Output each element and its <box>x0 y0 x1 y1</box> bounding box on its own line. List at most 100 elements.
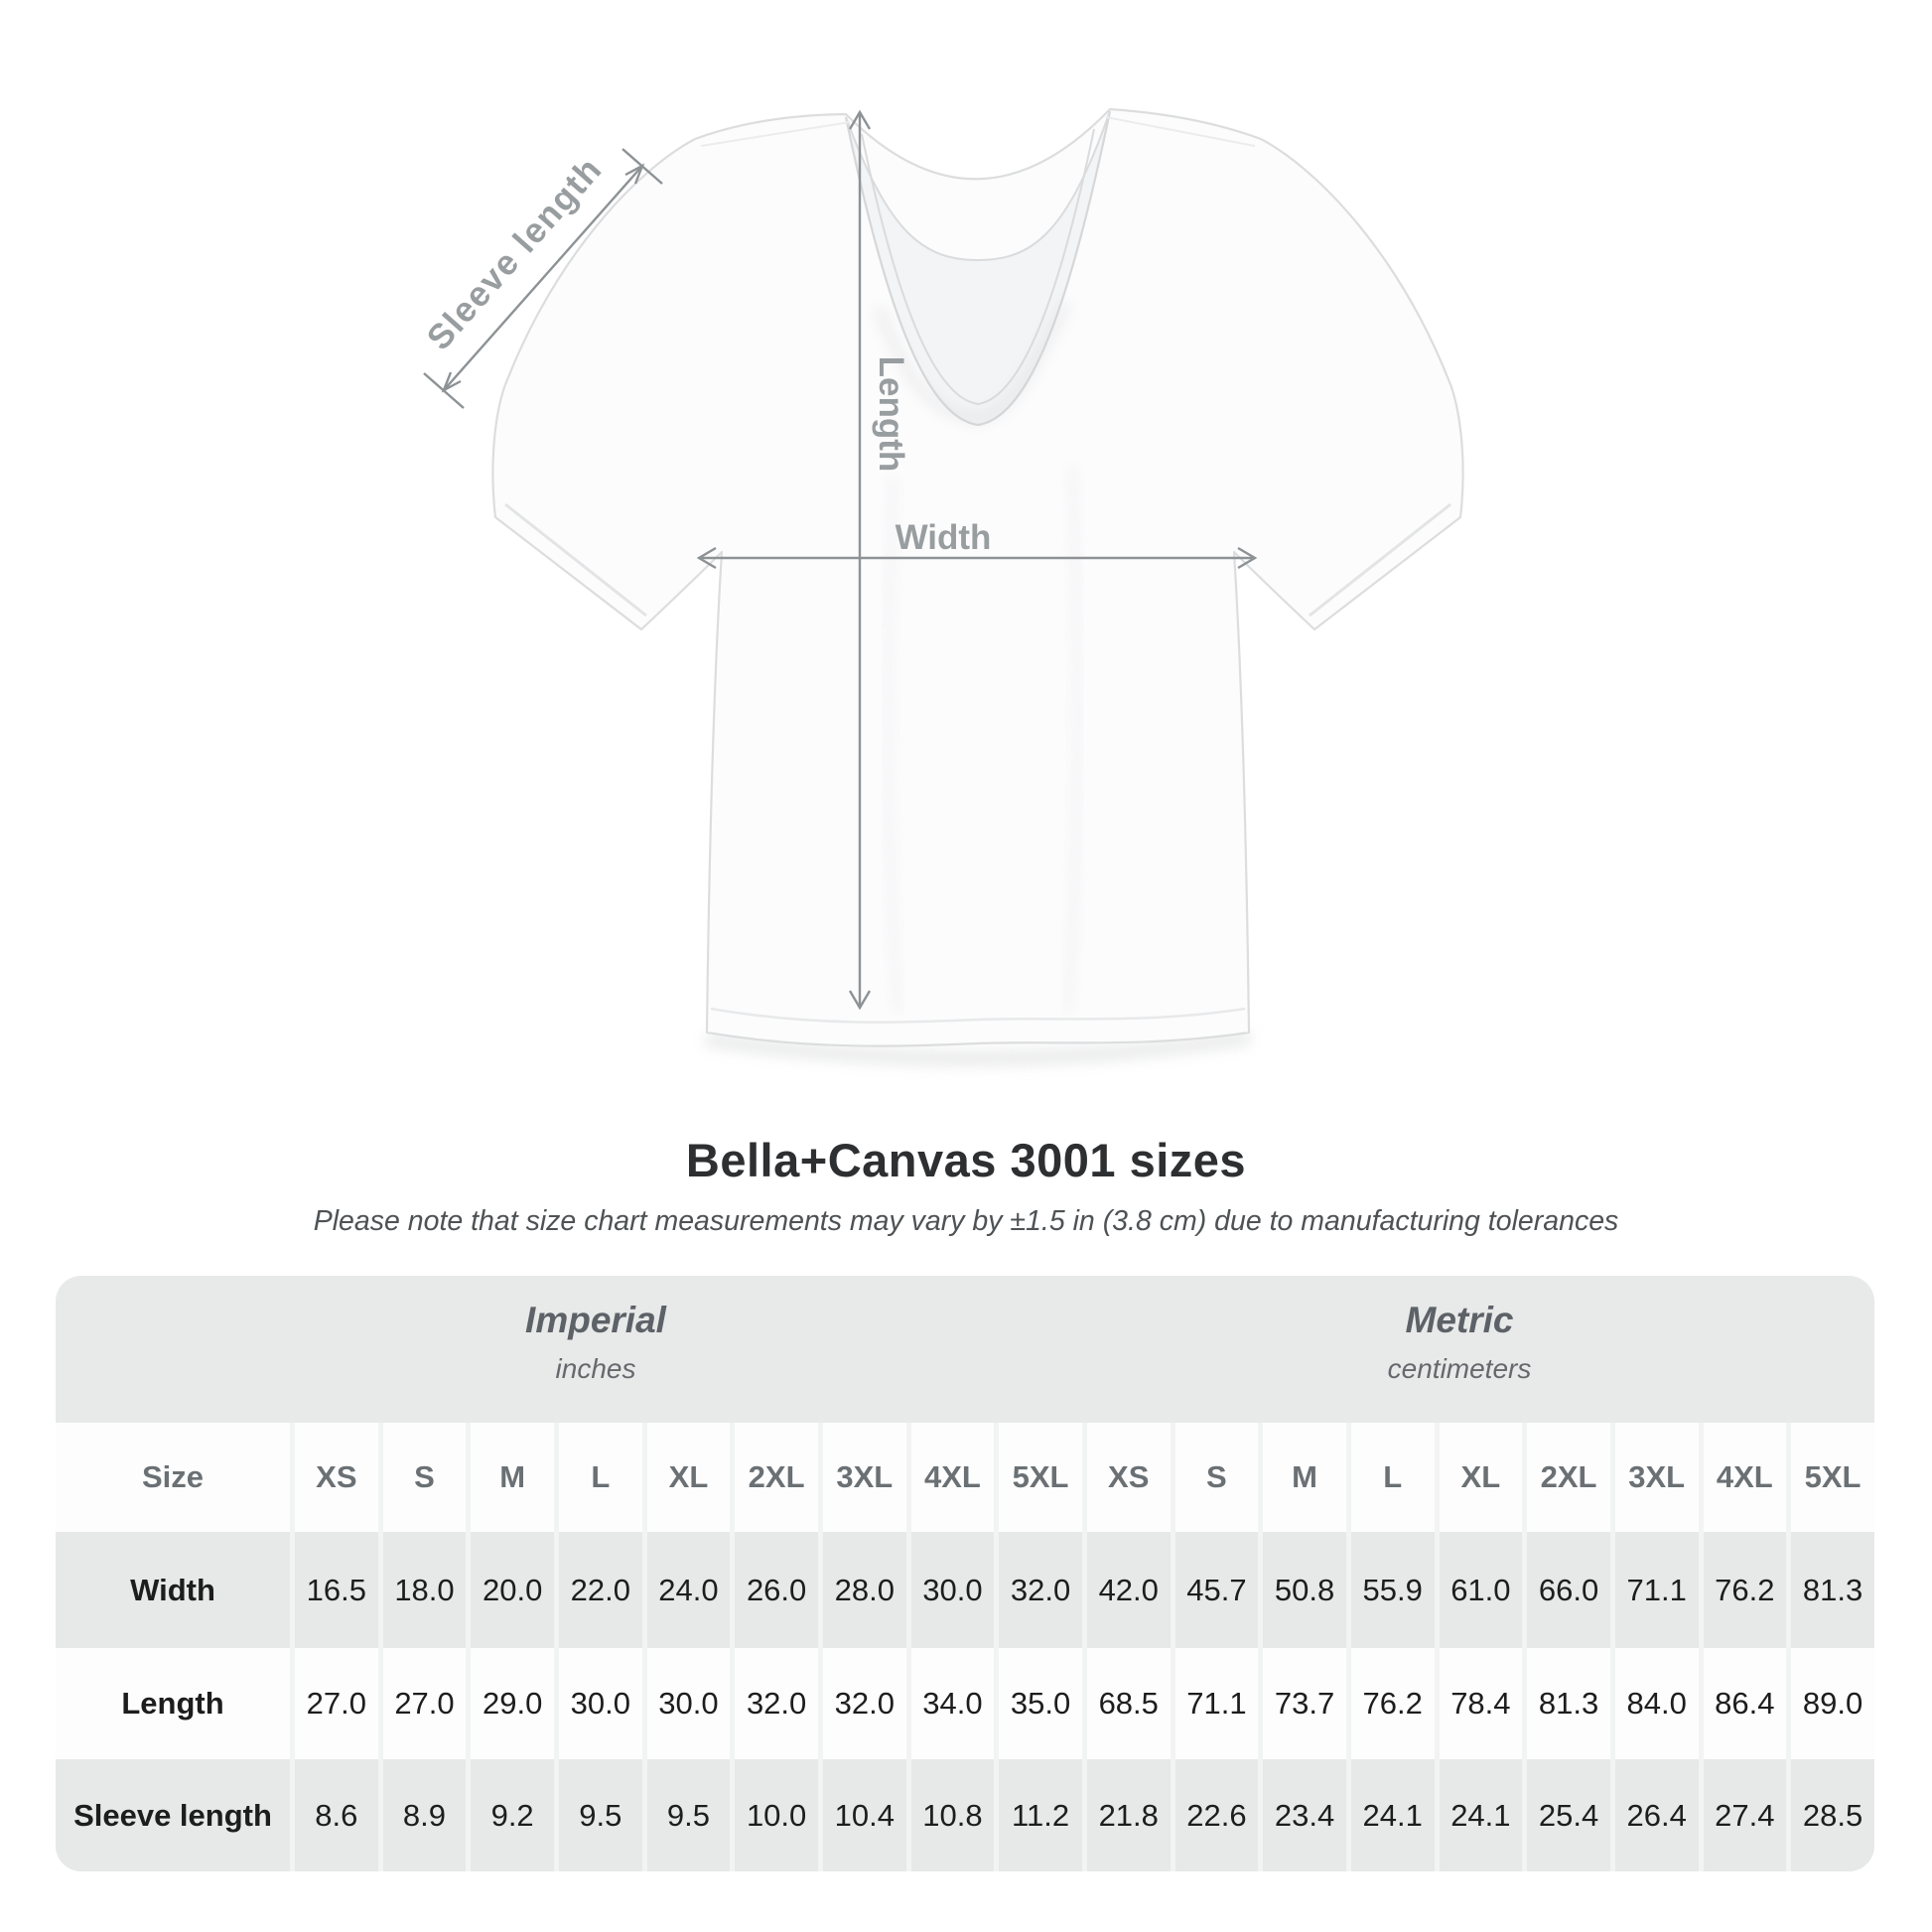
value-cell: 27.0 <box>377 1648 467 1759</box>
size-cell: 4XL <box>905 1423 995 1532</box>
length-arrow <box>848 109 872 1011</box>
value-cell: 10.8 <box>905 1759 995 1871</box>
value-cell: 35.0 <box>994 1648 1082 1759</box>
value-cell: 42.0 <box>1081 1532 1171 1648</box>
size-header-row: Size XS S M L XL 2XL 3XL 4XL 5XL XS S M … <box>56 1423 1874 1532</box>
sleeve-length-row: Sleeve length 8.6 8.9 9.2 9.5 9.5 10.0 1… <box>56 1759 1874 1871</box>
row-label: Length <box>56 1648 290 1759</box>
value-cell: 28.5 <box>1786 1759 1874 1871</box>
value-cell: 55.9 <box>1345 1532 1435 1648</box>
value-cell: 71.1 <box>1170 1648 1259 1759</box>
size-cell: M <box>1258 1423 1346 1532</box>
width-arrow <box>696 546 1258 570</box>
value-cell: 76.2 <box>1345 1648 1435 1759</box>
value-cell: 11.2 <box>994 1759 1082 1871</box>
size-cell: 3XL <box>817 1423 906 1532</box>
value-cell: 22.6 <box>1170 1759 1259 1871</box>
value-cell: 24.0 <box>641 1532 731 1648</box>
size-table-card: Imperial inches Metric centimeters Size … <box>56 1276 1874 1871</box>
value-cell: 32.0 <box>817 1648 906 1759</box>
value-cell: 28.0 <box>817 1532 906 1648</box>
value-cell: 20.0 <box>466 1532 554 1648</box>
value-cell: 25.4 <box>1522 1759 1610 1871</box>
value-cell: 9.5 <box>553 1759 642 1871</box>
size-cell: XS <box>1081 1423 1171 1532</box>
size-cell: 5XL <box>994 1423 1082 1532</box>
value-cell: 10.4 <box>817 1759 906 1871</box>
value-cell: 81.3 <box>1786 1532 1874 1648</box>
size-cell: 2XL <box>1522 1423 1610 1532</box>
width-label: Width <box>896 518 992 557</box>
value-cell: 68.5 <box>1081 1648 1171 1759</box>
value-cell: 32.0 <box>994 1532 1082 1648</box>
hem-shadow <box>705 1031 1251 1066</box>
metric-label: Metric <box>1405 1300 1514 1340</box>
tshirt-measurement-diagram: Width Length Sleeve length <box>420 107 1464 1066</box>
size-table: Size XS S M L XL 2XL 3XL 4XL 5XL XS S M … <box>56 1423 1874 1871</box>
value-cell: 21.8 <box>1081 1759 1171 1871</box>
value-cell: 10.0 <box>730 1759 818 1871</box>
value-cell: 27.0 <box>290 1648 378 1759</box>
size-cell: 4XL <box>1698 1423 1787 1532</box>
size-cell: 5XL <box>1786 1423 1874 1532</box>
imperial-unit: inches <box>555 1353 636 1384</box>
value-cell: 73.7 <box>1258 1648 1346 1759</box>
value-cell: 18.0 <box>377 1532 467 1648</box>
sleeve-length-arrow <box>423 148 663 409</box>
size-cell: XS <box>290 1423 378 1532</box>
value-cell: 29.0 <box>466 1648 554 1759</box>
value-cell: 16.5 <box>290 1532 378 1648</box>
size-header-cell: Size <box>56 1423 290 1532</box>
value-cell: 84.0 <box>1609 1648 1699 1759</box>
imperial-label: Imperial <box>525 1300 666 1340</box>
size-cell: S <box>1170 1423 1259 1532</box>
value-cell: 78.4 <box>1434 1648 1523 1759</box>
value-cell: 30.0 <box>553 1648 642 1759</box>
value-cell: 27.4 <box>1698 1759 1787 1871</box>
value-cell: 8.9 <box>377 1759 467 1871</box>
value-cell: 89.0 <box>1786 1648 1874 1759</box>
value-cell: 22.0 <box>553 1532 642 1648</box>
size-cell: 2XL <box>730 1423 818 1532</box>
size-cell: L <box>1345 1423 1435 1532</box>
size-cell: 3XL <box>1609 1423 1699 1532</box>
metric-unit: centimeters <box>1387 1353 1532 1384</box>
length-label: Length <box>872 356 910 473</box>
value-cell: 30.0 <box>641 1648 731 1759</box>
value-cell: 76.2 <box>1698 1532 1787 1648</box>
tshirt-graphic <box>491 107 1464 1047</box>
row-label: Sleeve length <box>56 1759 290 1871</box>
value-cell: 26.4 <box>1609 1759 1699 1871</box>
value-cell: 9.5 <box>641 1759 731 1871</box>
value-cell: 9.2 <box>466 1759 554 1871</box>
size-cell: M <box>466 1423 554 1532</box>
imperial-group-header: Imperial inches <box>387 1276 804 1385</box>
value-cell: 24.1 <box>1434 1759 1523 1871</box>
value-cell: 26.0 <box>730 1532 818 1648</box>
value-cell: 86.4 <box>1698 1648 1787 1759</box>
size-cell: L <box>553 1423 642 1532</box>
size-cell: S <box>377 1423 467 1532</box>
value-cell: 24.1 <box>1345 1759 1435 1871</box>
value-cell: 81.3 <box>1522 1648 1610 1759</box>
value-cell: 45.7 <box>1170 1532 1259 1648</box>
value-cell: 61.0 <box>1434 1532 1523 1648</box>
size-cell: XL <box>1434 1423 1523 1532</box>
value-cell: 23.4 <box>1258 1759 1346 1871</box>
value-cell: 34.0 <box>905 1648 995 1759</box>
value-cell: 32.0 <box>730 1648 818 1759</box>
value-cell: 8.6 <box>290 1759 378 1871</box>
value-cell: 66.0 <box>1522 1532 1610 1648</box>
metric-group-header: Metric centimeters <box>1251 1276 1668 1385</box>
row-label: Width <box>56 1532 290 1648</box>
unit-group-band: Imperial inches Metric centimeters <box>56 1276 1874 1423</box>
value-cell: 30.0 <box>905 1532 995 1648</box>
page-title: Bella+Canvas 3001 sizes <box>685 1134 1247 1186</box>
page-subtitle: Please note that size chart measurements… <box>313 1205 1619 1237</box>
size-cell: XL <box>641 1423 731 1532</box>
width-row: Width 16.5 18.0 20.0 22.0 24.0 26.0 28.0… <box>56 1532 1874 1648</box>
value-cell: 50.8 <box>1258 1532 1346 1648</box>
length-row: Length 27.0 27.0 29.0 30.0 30.0 32.0 32.… <box>56 1648 1874 1759</box>
value-cell: 71.1 <box>1609 1532 1699 1648</box>
